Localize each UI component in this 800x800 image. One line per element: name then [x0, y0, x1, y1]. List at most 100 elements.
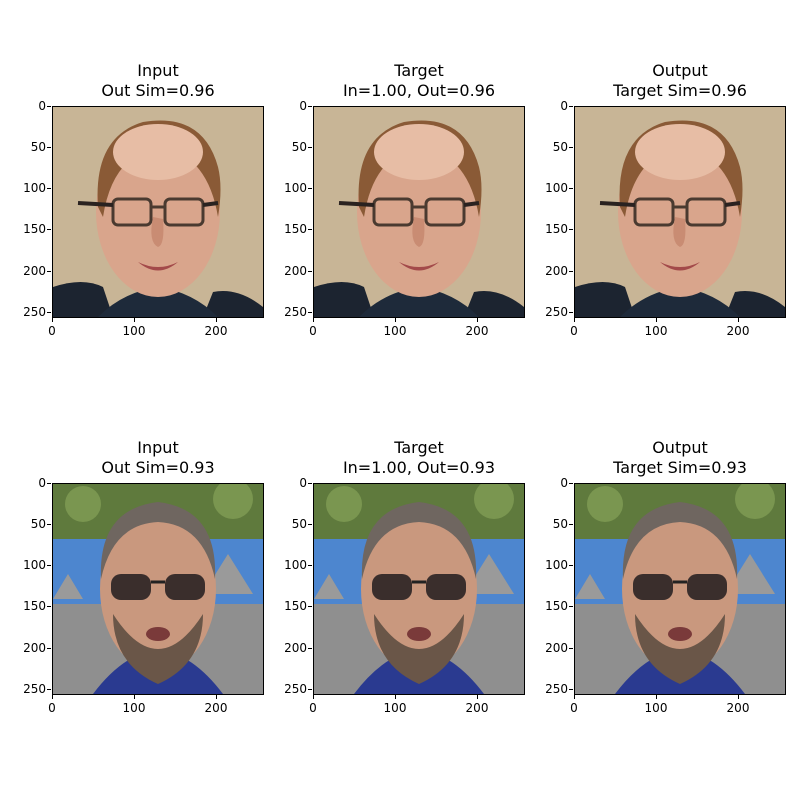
y-tick-mark [569, 483, 573, 484]
y-tick-mark [308, 648, 312, 649]
y-tick-mark [569, 147, 573, 148]
panel-title-line2: Out Sim=0.96 [101, 81, 215, 100]
y-tick-mark [47, 524, 51, 525]
panel-title-line1: Input [137, 438, 179, 457]
face-photo [574, 106, 786, 318]
x-tick-label: 200 [204, 701, 228, 715]
y-tick-mark [569, 565, 573, 566]
y-tick-mark [569, 606, 573, 607]
face-photo [313, 483, 525, 695]
x-tick-label: 200 [465, 701, 489, 715]
y-tick-mark [47, 271, 51, 272]
x-tick-label: 0 [48, 324, 56, 338]
panel-title-line1: Target [394, 438, 444, 457]
y-tick-label: 150 [545, 599, 568, 613]
panel-title-line2: Out Sim=0.93 [101, 458, 215, 477]
y-tick-mark [308, 271, 312, 272]
y-tick-mark [308, 147, 312, 148]
y-tick-label: 250 [23, 305, 46, 319]
x-tick-mark [313, 318, 314, 322]
x-tick-mark [477, 318, 478, 322]
x-tick-mark [574, 318, 575, 322]
x-tick-label: 200 [465, 324, 489, 338]
x-tick-label: 200 [726, 324, 750, 338]
panel-title: Input Out Sim=0.93 [38, 438, 278, 478]
y-tick-label: 0 [299, 99, 307, 113]
y-tick-mark [569, 648, 573, 649]
y-tick-mark [47, 689, 51, 690]
x-tick-label: 0 [570, 701, 578, 715]
y-tick-label: 150 [284, 599, 307, 613]
x-tick-mark [52, 318, 53, 322]
y-tick-label: 200 [545, 641, 568, 655]
y-tick-label: 100 [23, 181, 46, 195]
panel-title-line1: Input [137, 61, 179, 80]
x-tick-label: 100 [122, 324, 146, 338]
panel-title-line2: In=1.00, Out=0.96 [342, 81, 496, 100]
image-panel: 0 50 100 150 200 250 0 100 200 [23, 99, 264, 338]
y-tick-label: 250 [23, 682, 46, 696]
panel-title-line2: Target Sim=0.96 [613, 81, 747, 100]
y-tick-label: 150 [545, 222, 568, 236]
y-tick-mark [47, 606, 51, 607]
x-tick-label: 100 [383, 701, 407, 715]
panel-title: Target In=1.00, Out=0.96 [299, 61, 539, 101]
y-tick-mark [569, 188, 573, 189]
image-panel: 0 50 100 150 200 250 0 100 200 [23, 476, 264, 715]
y-tick-label: 250 [545, 305, 568, 319]
y-tick-mark [308, 483, 312, 484]
x-tick-label: 200 [726, 701, 750, 715]
y-tick-mark [308, 524, 312, 525]
panel-title: Output Target Sim=0.96 [560, 61, 800, 101]
y-tick-label: 50 [552, 140, 568, 154]
y-tick-mark [47, 188, 51, 189]
y-tick-label: 200 [284, 641, 307, 655]
y-tick-mark [308, 188, 312, 189]
y-tick-label: 250 [284, 305, 307, 319]
face-photo [574, 483, 786, 695]
x-tick-mark [395, 318, 396, 322]
y-tick-label: 100 [284, 181, 307, 195]
y-tick-mark [569, 689, 573, 690]
x-tick-label: 0 [570, 324, 578, 338]
y-tick-label: 100 [545, 181, 568, 195]
x-tick-label: 100 [644, 701, 668, 715]
y-tick-mark [569, 229, 573, 230]
y-tick-label: 250 [284, 682, 307, 696]
panel-title: Output Target Sim=0.93 [560, 438, 800, 478]
x-tick-mark [574, 695, 575, 699]
y-tick-mark [47, 147, 51, 148]
x-tick-label: 0 [309, 701, 317, 715]
y-tick-label: 50 [552, 517, 568, 531]
face-photo [313, 106, 525, 318]
y-tick-label: 50 [291, 517, 307, 531]
y-tick-mark [47, 648, 51, 649]
image-panel: 0 50 100 150 200 250 0 100 200 [545, 99, 786, 338]
x-tick-label: 100 [383, 324, 407, 338]
x-tick-mark [134, 318, 135, 322]
y-tick-label: 50 [30, 517, 46, 531]
y-tick-label: 100 [23, 558, 46, 572]
y-tick-label: 0 [560, 476, 568, 490]
y-tick-label: 0 [560, 99, 568, 113]
y-tick-label: 200 [23, 264, 46, 278]
image-panel: 0 50 100 150 200 250 0 100 200 [545, 476, 786, 715]
y-tick-label: 250 [545, 682, 568, 696]
x-tick-label: 0 [48, 701, 56, 715]
y-tick-mark [308, 106, 312, 107]
y-tick-mark [308, 229, 312, 230]
x-tick-mark [738, 695, 739, 699]
image-panel: 0 50 100 150 200 250 0 100 200 [284, 99, 525, 338]
y-tick-label: 50 [30, 140, 46, 154]
y-tick-mark [47, 312, 51, 313]
y-tick-mark [569, 106, 573, 107]
x-tick-label: 100 [644, 324, 668, 338]
y-tick-label: 0 [299, 476, 307, 490]
y-tick-label: 150 [23, 222, 46, 236]
face-photo [52, 483, 264, 695]
y-tick-label: 200 [284, 264, 307, 278]
panel-title-line1: Output [652, 438, 708, 457]
x-tick-mark [395, 695, 396, 699]
panel-title-line1: Output [652, 61, 708, 80]
